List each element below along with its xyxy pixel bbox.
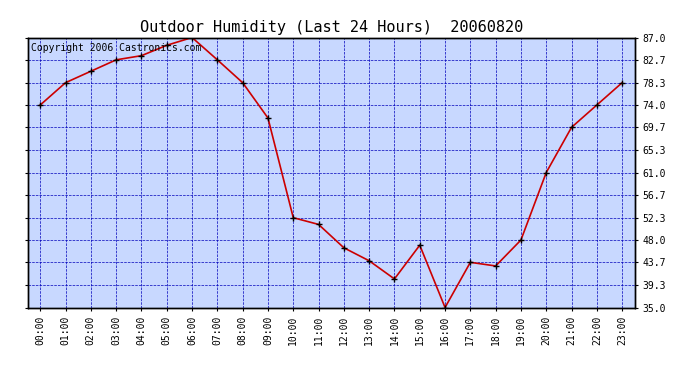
Text: Copyright 2006 Castronics.com: Copyright 2006 Castronics.com: [30, 43, 201, 53]
Title: Outdoor Humidity (Last 24 Hours)  20060820: Outdoor Humidity (Last 24 Hours) 2006082…: [139, 20, 523, 35]
